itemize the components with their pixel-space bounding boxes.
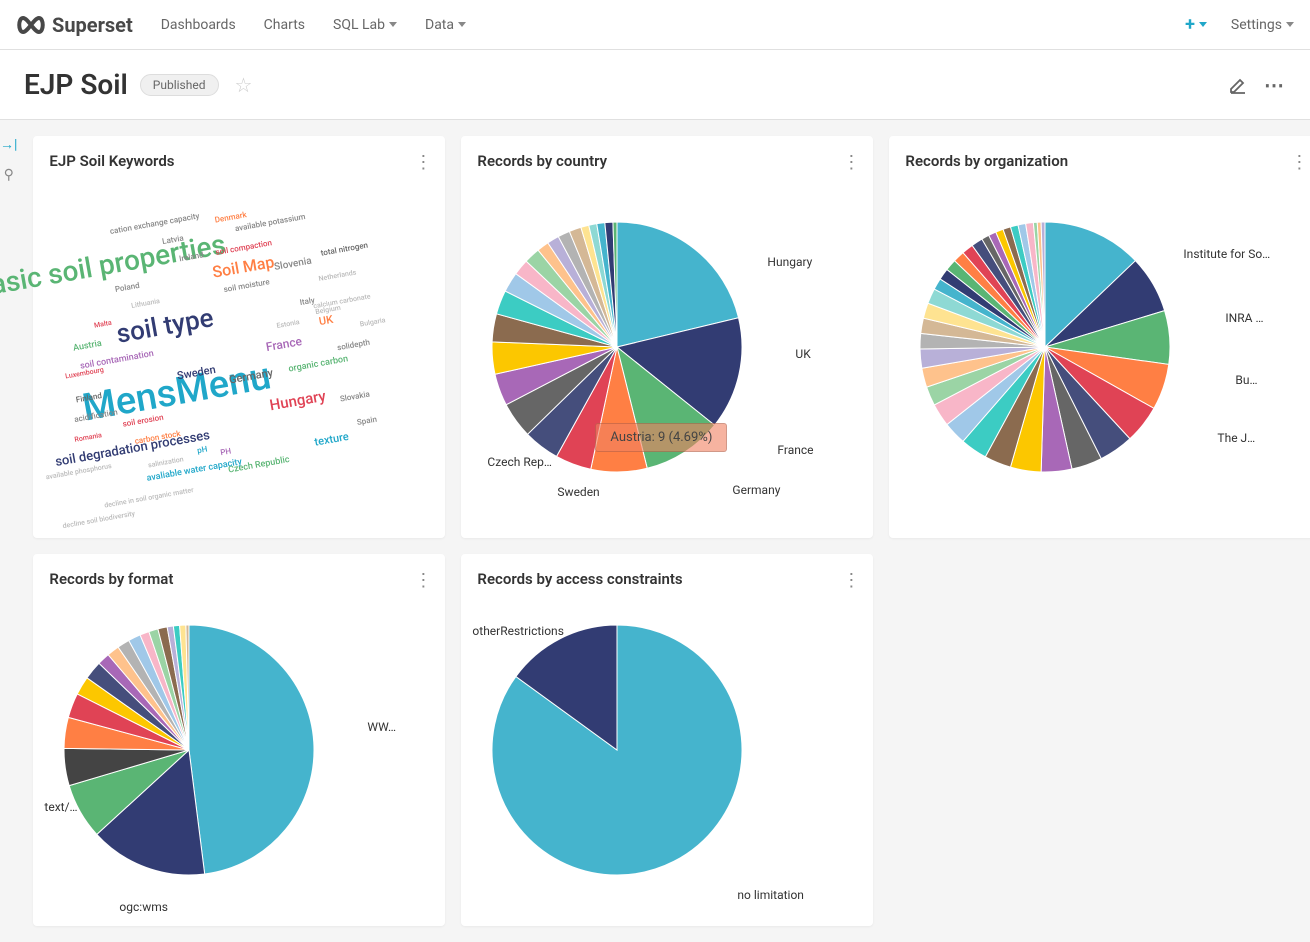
caret-icon [389,22,397,27]
wordcloud-word[interactable]: soil type [115,303,217,350]
nav-settings-label: Settings [1231,17,1282,33]
nav-charts[interactable]: Charts [264,17,305,33]
add-button[interactable]: + [1185,14,1207,35]
header-actions: ⋯ [1228,73,1286,97]
card-format: Records by format ⋮ WW…ogc:wmstext/… [33,554,445,926]
sidebar: →| ⚲ [0,120,17,942]
card-country: Records by country ⋮ HungaryUKFranceGerm… [461,136,873,538]
more-menu-icon[interactable]: ⋯ [1264,73,1286,97]
card-title: Records by organization [905,152,1305,170]
wordcloud-word[interactable]: Malta [94,319,113,330]
wordcloud-word[interactable]: decline in soil organic matter [104,486,195,510]
nav-settings[interactable]: Settings [1231,17,1294,33]
org-pie-chart[interactable]: Institute for So…INRA …Bu…The J… [905,182,1305,522]
card-menu-icon[interactable]: ⋮ [1290,152,1307,173]
nav-dashboards[interactable]: Dashboards [161,17,236,33]
favorite-star-icon[interactable]: ☆ [235,73,253,97]
caret-icon [1199,22,1207,27]
dashboard-header: EJP Soil Published ☆ ⋯ [0,50,1310,120]
wordcloud-word[interactable]: Hungary [269,386,328,414]
card-menu-icon[interactable]: ⋮ [414,570,431,591]
caret-icon [458,22,466,27]
chart-tooltip: Austria: 9 (4.69%) [595,423,727,452]
nav-right: + Settings [1185,14,1294,35]
access-pie-chart[interactable]: no limitationotherRestrictions [477,600,857,910]
infinity-icon [16,15,46,35]
wordcloud-word[interactable]: Denmark [214,210,247,224]
dashboard-title: EJP Soil [24,68,128,101]
app-name: Superset [52,13,133,37]
wordcloud-word[interactable]: texture [314,430,350,449]
format-pie-chart[interactable]: WW…ogc:wmstext/… [49,600,429,910]
wordcloud-word[interactable]: total nitrogen [320,240,369,257]
wordcloud-word[interactable]: Slovenia [274,256,313,273]
expand-icon[interactable]: →| [0,136,17,153]
logo[interactable]: Superset [16,13,133,37]
card-org: Records by organization ⋮ Institute for … [889,136,1310,538]
wordcloud-word[interactable]: organic carbon [288,354,349,374]
status-badge: Published [140,74,219,96]
wordcloud-word[interactable]: Bulgaria [360,316,387,328]
wordcloud-word[interactable]: Estonia [276,318,300,330]
wordcloud-word[interactable]: decline soil biodiversity [62,509,136,530]
nav-data[interactable]: Data [425,17,466,33]
card-title: Records by format [49,570,429,588]
wordcloud-chart[interactable]: MensMenubasic soil propertiessoil typeso… [49,182,429,522]
card-title: Records by access constraints [477,570,857,588]
topbar: Superset Dashboards Charts SQL Lab Data … [0,0,1310,50]
wordcloud-word[interactable]: pH [197,444,209,455]
wordcloud-word[interactable]: solidepth [337,337,371,352]
nav-sqllab-label: SQL Lab [333,17,385,33]
wordcloud-word[interactable]: PH [220,446,232,457]
filter-icon[interactable]: ⚲ [4,167,14,183]
wordcloud-word[interactable]: Lithuania [131,297,161,310]
wordcloud-word[interactable]: Romania [74,431,103,444]
country-pie-chart[interactable]: HungaryUKFranceGermanySwedenCzech Rep…Au… [477,182,857,522]
edit-icon[interactable] [1228,75,1248,95]
main: →| ⚲ EJP Soil Keywords ⋮ MensMenubasic s… [0,120,1310,942]
wordcloud-word[interactable]: Poland [115,281,141,294]
nav-sqllab[interactable]: SQL Lab [333,17,397,33]
card-menu-icon[interactable]: ⋮ [414,152,431,173]
wordcloud-word[interactable]: basic soil properties [0,228,229,305]
card-keywords: EJP Soil Keywords ⋮ MensMenubasic soil p… [33,136,445,538]
wordcloud-word[interactable]: France [265,334,303,354]
wordcloud-word[interactable]: Austria [73,339,103,354]
chart-grid: EJP Soil Keywords ⋮ MensMenubasic soil p… [17,120,1310,942]
wordcloud-word[interactable]: soil moisture [223,277,270,294]
card-access: Records by access constraints ⋮ no limit… [461,554,873,926]
card-menu-icon[interactable]: ⋮ [842,570,859,591]
caret-icon [1286,22,1294,27]
wordcloud-word[interactable]: Luxembourg [65,365,105,380]
main-nav: Dashboards Charts SQL Lab Data [161,17,1185,33]
nav-data-label: Data [425,17,454,33]
wordcloud-word[interactable]: Netherlands [318,269,357,284]
wordcloud-word[interactable]: Slovakia [340,390,371,404]
card-menu-icon[interactable]: ⋮ [842,152,859,173]
card-title: Records by country [477,152,857,170]
wordcloud-word[interactable]: cation exchange capacity [110,212,201,237]
wordcloud-word[interactable]: Spain [357,414,378,426]
pie-label: ogc:wms [119,900,168,914]
